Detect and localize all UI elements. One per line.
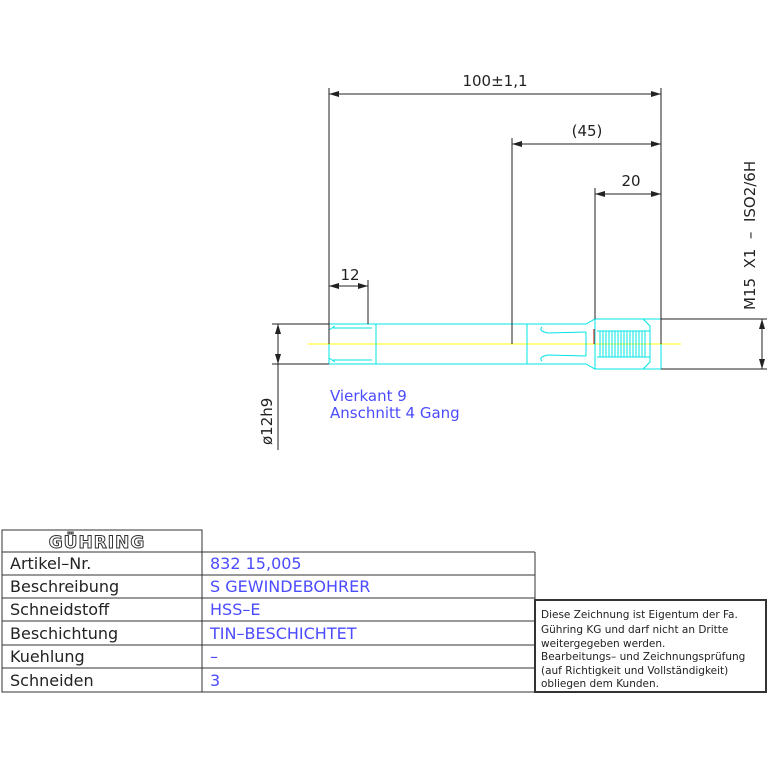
- dim-shank-diameter: ø12h9: [258, 398, 276, 445]
- label-cooling: Kuehlung: [10, 647, 85, 666]
- dim-square-length: 12: [340, 266, 359, 284]
- value-article-number: 832 15,005: [210, 554, 302, 573]
- dim-thread-length: 20: [621, 172, 640, 190]
- label-article-number: Artikel–Nr.: [10, 554, 91, 573]
- disclaimer-line: Gühring KG und darf nicht an Dritte: [541, 624, 728, 636]
- tap-outline: [328, 318, 662, 370]
- label-coating: Beschichtung: [10, 624, 118, 643]
- label-cutting-edges: Schneiden: [10, 671, 94, 690]
- guehring-logo: GÜHRING: [49, 531, 146, 553]
- label-description: Beschreibung: [10, 577, 119, 596]
- note-square: Vierkant 9: [330, 387, 407, 405]
- value-cooling: –: [210, 647, 218, 666]
- disclaimer-line: weitergegeben werden.: [541, 638, 665, 650]
- label-cutting-material: Schneidstoff: [10, 600, 110, 619]
- thread-hatching: [597, 330, 650, 358]
- disclaimer-line: (auf Richtigkeit und Vollständigkeit): [541, 665, 728, 677]
- value-coating: TIN–BESCHICHTET: [209, 624, 357, 643]
- dim-overall-length: 100±1,1: [462, 72, 527, 90]
- dim-thread-section: (45): [572, 122, 603, 140]
- title-block: [1, 529, 767, 693]
- title-rows: Artikel–Nr. 832 15,005 Beschreibung S GE…: [10, 554, 370, 690]
- value-cutting-edges: 3: [210, 671, 220, 690]
- disclaimer-line: obliegen dem Kunden.: [541, 678, 659, 690]
- note-chamfer: Anschnitt 4 Gang: [330, 404, 460, 422]
- dimension-lines: [272, 88, 767, 450]
- value-cutting-material: HSS–E: [210, 600, 260, 619]
- disclaimer-line: Diese Zeichnung ist Eigentum der Fa.: [541, 609, 738, 621]
- disclaimer: Diese Zeichnung ist Eigentum der Fa. Güh…: [541, 609, 745, 690]
- dim-thread-spec: M15 X1 – ISO2/6H: [741, 161, 759, 310]
- value-description: S GEWINDEBOHRER: [210, 577, 370, 596]
- disclaimer-line: Bearbeitungs– und Zeichnungsprüfung: [541, 651, 745, 663]
